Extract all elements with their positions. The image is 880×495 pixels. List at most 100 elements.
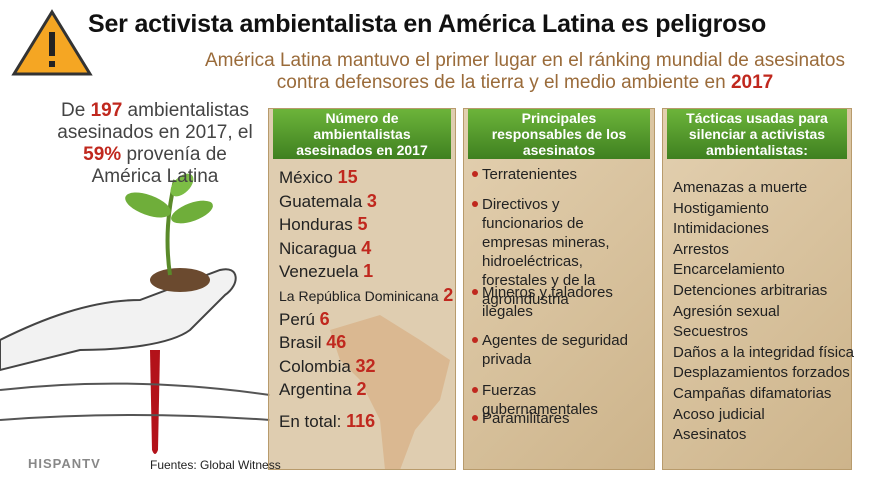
intro-number: 197 xyxy=(90,100,123,121)
barbed-wire xyxy=(0,382,271,421)
tactic-text: Detenciones arbitrarias xyxy=(673,282,828,299)
intro-text: provenía de América Latina xyxy=(91,144,227,187)
country-row: Brasil 46 xyxy=(279,332,346,353)
responsible-text: Terratenientes xyxy=(482,166,578,183)
country-row: México 15 xyxy=(279,167,358,188)
tactic-text: Intimidaciones xyxy=(673,220,769,238)
tactic: Asesinatos xyxy=(673,426,746,443)
tactic-text: Desplazamientos forzados xyxy=(673,364,850,382)
country-row: Colombia 32 xyxy=(279,356,376,377)
tactic: Hostigamiento xyxy=(673,200,769,217)
country-row: Venezuela 1 xyxy=(279,261,373,282)
country-count: 5 xyxy=(357,214,368,235)
country: La República Dominicana xyxy=(279,288,439,304)
responsible: Agentes de seguridad privada xyxy=(472,331,644,369)
country-row: Nicaragua 4 xyxy=(279,238,371,259)
country: Argentina xyxy=(279,380,352,400)
country-row: La República Dominicana 2 xyxy=(279,285,453,306)
tactic: Acoso judicial xyxy=(673,406,765,423)
intro-text: De xyxy=(60,100,86,121)
panel-title: Tácticas usadas para silenciar a activis… xyxy=(667,109,847,159)
country-count: 2 xyxy=(356,379,367,400)
country-count: 4 xyxy=(361,237,372,258)
leaf xyxy=(125,192,171,218)
tactic: Encarcelamiento xyxy=(673,261,785,278)
tactic: Intimidaciones xyxy=(673,220,769,237)
responsible-text: Directivos y funcionarios de empresas mi… xyxy=(482,196,610,308)
responsible: Terratenientes xyxy=(472,165,644,184)
country-count: 46 xyxy=(326,332,347,353)
tactic-text: Campañas difamatorias xyxy=(673,385,832,402)
subtitle-year: 2017 xyxy=(730,72,774,93)
responsible: Paramilitares xyxy=(472,409,644,428)
hand xyxy=(0,268,237,372)
tactic-text: Secuestros xyxy=(673,323,749,341)
tactic: Arrestos xyxy=(673,241,729,258)
tactic: Desplazamientos forzados xyxy=(673,364,850,381)
logo: HISPANTV xyxy=(28,456,101,471)
country: Honduras xyxy=(279,215,353,235)
subtitle: América Latina mantuvo el primer lugar e… xyxy=(180,50,870,94)
intro-text: ambientalistas asesinados en 2017, el xyxy=(57,100,253,143)
country-row: Perú 6 xyxy=(279,309,330,330)
title: Ser activista ambientalista en América L… xyxy=(88,10,767,38)
leaf xyxy=(171,200,213,224)
intro: De 197 ambientalistas asesinados en 2017… xyxy=(50,100,260,188)
subtitle-line: contra defensores de la tierra y el medi… xyxy=(276,72,726,93)
tactic-text: Acoso judicial xyxy=(673,405,765,423)
source: Fuentes: Global Witness xyxy=(150,458,281,472)
country-count: 15 xyxy=(337,167,358,187)
tactic: Secuestros xyxy=(673,323,748,340)
country-count: 3 xyxy=(366,190,377,211)
tactic: Campañas difamatorias xyxy=(673,385,831,402)
country: Brasil xyxy=(279,333,322,353)
soil xyxy=(150,268,210,292)
country: Colombia xyxy=(279,356,351,376)
tactic-text: Hostigamiento xyxy=(673,199,769,217)
tactic-text: Amenazas a muerte xyxy=(673,179,808,196)
warning-dot xyxy=(49,61,55,67)
responsible-text: Paramilitares xyxy=(482,410,570,427)
leaf xyxy=(170,173,194,197)
warning-mark xyxy=(49,32,55,56)
country: Nicaragua xyxy=(279,238,357,258)
responsible: Directivos y funcionarios de empresas mi… xyxy=(472,195,644,309)
country-count: 1 xyxy=(363,261,374,282)
panel: Tácticas usadas para silenciar a activis… xyxy=(662,108,854,470)
total: 116 xyxy=(346,411,376,431)
panel: Principales responsables de los asesinat… xyxy=(463,108,655,470)
tactic-text: Arrestos xyxy=(673,240,729,258)
total-row: En total: 116 xyxy=(279,411,375,432)
responsible-text: Agentes de seguridad privada xyxy=(482,332,628,368)
tactic-text: Daños a la integridad física xyxy=(673,343,854,361)
country: Perú xyxy=(279,309,315,329)
panel-title: Principales responsables de los asesinat… xyxy=(468,109,650,159)
tactic-text: Asesinatos xyxy=(673,426,747,444)
tactic-text: Agresión sexual xyxy=(673,302,780,320)
country-count: 6 xyxy=(319,308,330,329)
tactic: Daños a la integridad física xyxy=(673,344,854,361)
panel: Número de ambientalistas asesinados en 2… xyxy=(268,108,456,470)
blood xyxy=(150,350,160,454)
intro-number: 59% xyxy=(83,144,122,165)
country-row: Guatemala 3 xyxy=(279,191,377,212)
responsible: Mineros y taladores ilegales xyxy=(472,283,644,321)
responsible-text: Mineros y taladores ilegales xyxy=(482,284,613,320)
tactic: Amenazas a muerte xyxy=(673,179,807,196)
responsible-text: Fuerzas gubernamentales xyxy=(482,382,598,418)
total-label: En total: xyxy=(279,412,342,431)
responsible: Fuerzas gubernamentales xyxy=(472,381,644,419)
tactic: Agresión sexual xyxy=(673,303,780,320)
country: Venezuela xyxy=(279,262,359,282)
country-count: 2 xyxy=(443,285,454,305)
country: Guatemala xyxy=(279,191,363,211)
country-row: Argentina 2 xyxy=(279,379,367,400)
tactic-text: Encarcelamiento xyxy=(673,261,785,279)
country-row: Honduras 5 xyxy=(279,214,367,235)
panel-title: Número de ambientalistas asesinados en 2… xyxy=(273,109,451,159)
subtitle-line: América Latina mantuvo el primer lugar e… xyxy=(204,50,845,71)
country-count: 32 xyxy=(355,355,376,376)
tactic: Detenciones arbitrarias xyxy=(673,282,827,299)
